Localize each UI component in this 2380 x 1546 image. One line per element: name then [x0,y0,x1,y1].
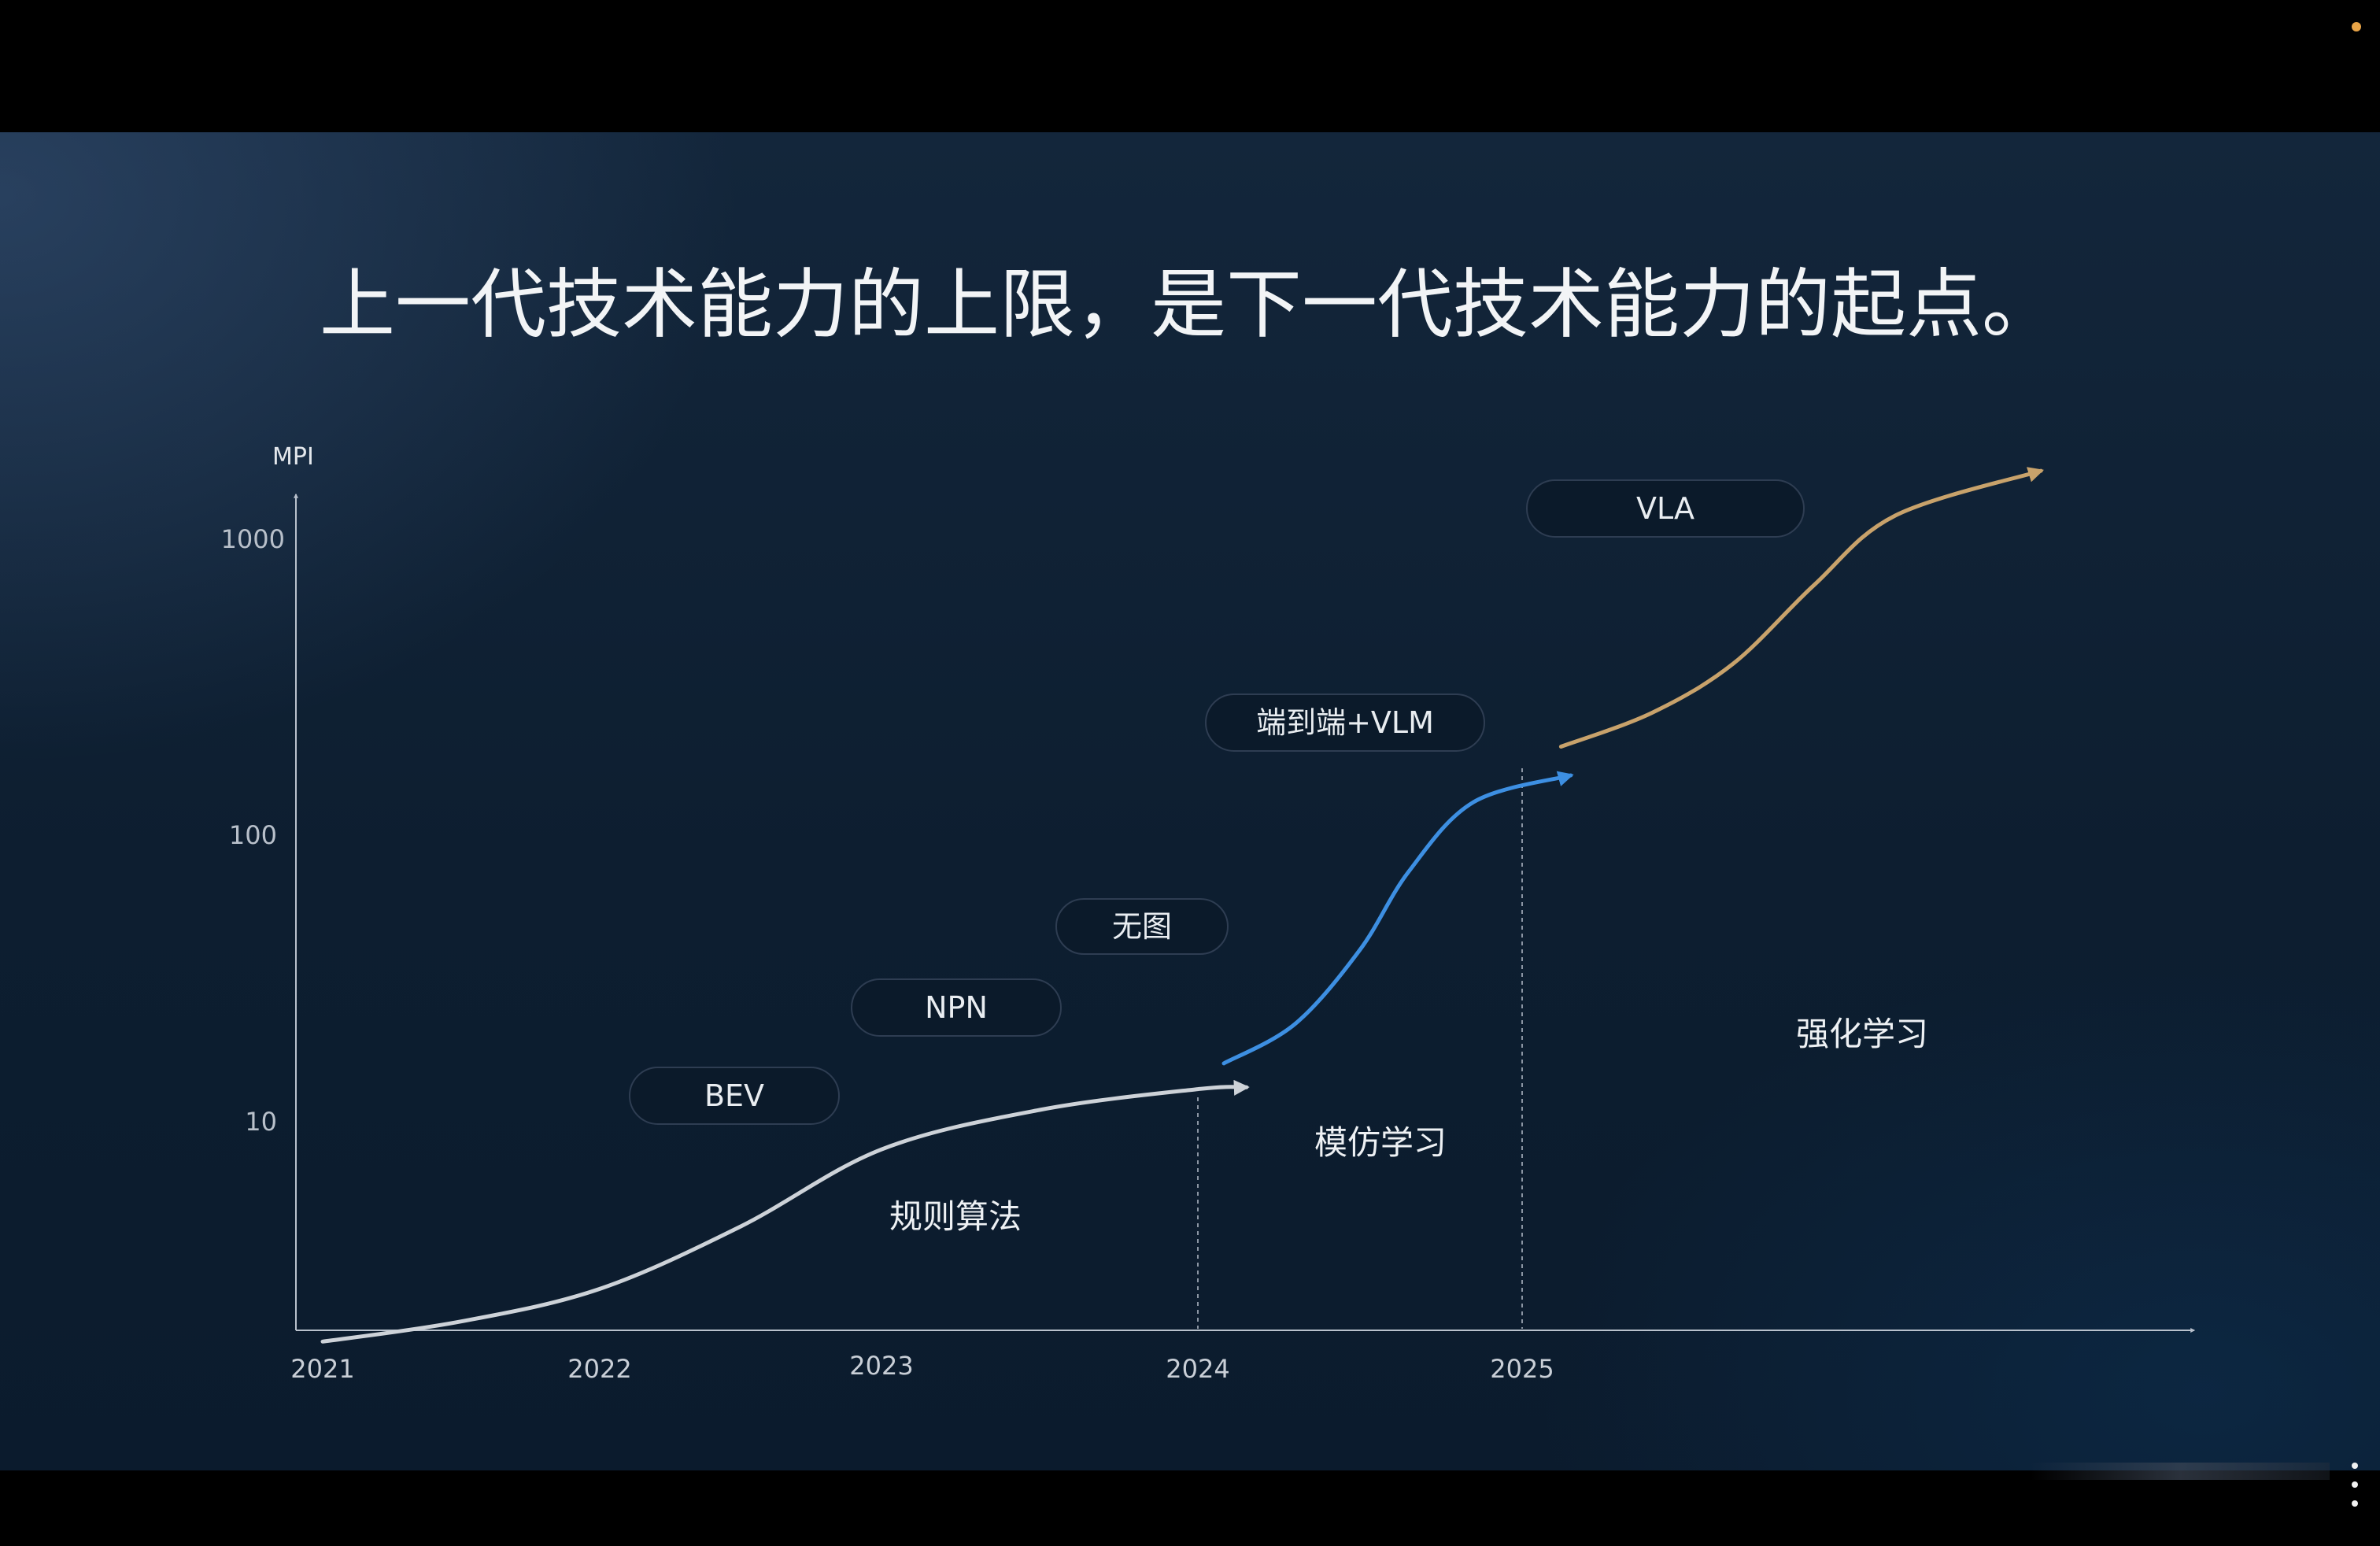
milestone-label: BEV [704,1078,764,1113]
milestone-label: NPN [925,990,988,1025]
x-tick-label: 2021 [290,1354,354,1384]
y-tick-label: 1000 [221,524,285,554]
series-label-reinforcement-learning: 强化学习 [1796,1015,1928,1053]
presentation-slide [0,132,2380,1470]
series-line-rule-based [320,1079,1250,1344]
y-axis-label: MPI [272,443,314,471]
series-label-imitation-learning: 模仿学习 [1314,1123,1447,1162]
x-tick-label: 2025 [1490,1354,1554,1384]
y-tick-label: 100 [229,820,277,850]
x-tick-label: 2024 [1166,1354,1229,1384]
video-overlay-strip [2031,1463,2330,1480]
recording-indicator-icon [2352,22,2361,31]
milestone-pill-npn: NPN [851,978,1062,1037]
top-letterbox [0,0,2380,132]
series-line-imitation-learning [1221,771,1574,1066]
series-line-reinforcement-learning [1558,467,2045,749]
milestone-label: 端到端+VLM [1256,705,1434,740]
x-tick-label: 2022 [567,1354,631,1384]
milestone-pill-bev: BEV [629,1067,840,1125]
bottom-letterbox [0,1470,2380,1546]
x-tick-label: 2023 [849,1351,913,1381]
chart-title: 上一代技术能力的上限，是下一代技术能力的起点。 [320,261,2057,349]
milestone-label: VLA [1636,491,1694,526]
milestone-label: 无图 [1112,909,1172,944]
milestone-pill-e2e-vlm: 端到端+VLM [1205,693,1485,752]
series-label-rule-based: 规则算法 [889,1197,1022,1236]
milestone-pill-mapless: 无图 [1055,898,1229,955]
milestone-pill-vla: VLA [1526,479,1805,538]
y-tick-label: 10 [245,1107,277,1137]
more-options-icon[interactable] [2349,1463,2361,1507]
